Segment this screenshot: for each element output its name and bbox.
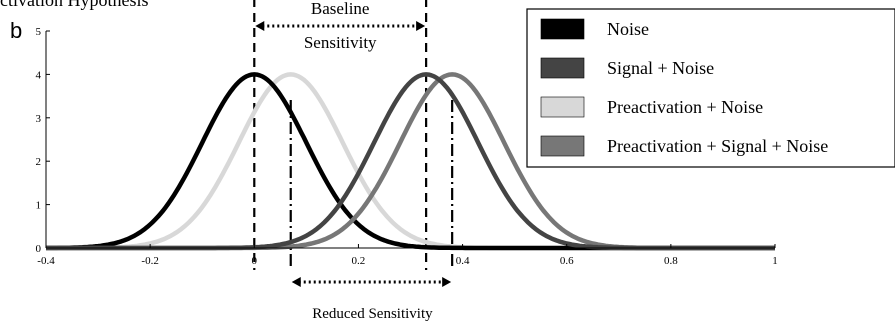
header-title-fragment: ctivation Hypothesis <box>0 0 148 10</box>
baseline-arrow-head-right <box>416 21 426 31</box>
baseline-arrow-head-left <box>255 21 265 31</box>
x-tick-label: 1 <box>772 255 778 267</box>
x-tick-label: -0.4 <box>37 255 55 267</box>
x-tick-label: 0.2 <box>352 255 366 267</box>
legend-swatch <box>540 96 585 118</box>
x-tick-label: -0.2 <box>141 255 158 267</box>
legend-label: Signal + Noise <box>607 58 714 78</box>
axes: -0.4 -0.2 0 0.2 0.4 0.6 0.8 1 0 1 2 3 4 5 <box>36 26 778 267</box>
legend-swatch <box>540 57 585 79</box>
x-tick-label: 0 <box>252 255 258 267</box>
y-tick-label: 3 <box>36 113 42 125</box>
y-tick-label: 2 <box>36 156 42 168</box>
panel-label: b <box>10 18 22 43</box>
x-tick-label: 0.4 <box>456 255 470 267</box>
legend-swatch <box>540 135 585 157</box>
y-tick-label: 4 <box>36 69 42 81</box>
reduced-arrow-head-left <box>291 277 301 287</box>
baseline-label-line2: Sensitivity <box>304 33 377 52</box>
y-tick-label: 0 <box>36 243 42 255</box>
legend: Noise Signal + Noise Preactivation + Noise… <box>526 8 895 168</box>
x-tick-label: 0.8 <box>664 255 678 267</box>
reduced-label: Reduced Sensitivity <box>312 306 433 322</box>
annotations: Baseline Sensitivity Reduced Sensitivity <box>255 0 452 322</box>
legend-label: Preactivation + Noise <box>607 97 763 117</box>
x-tick-label: 0.6 <box>560 255 574 267</box>
reduced-arrow-head-right <box>442 277 452 287</box>
y-tick-label: 5 <box>36 26 42 38</box>
legend-label: Preactivation + Signal + Noise <box>607 136 828 156</box>
legend-swatch <box>540 18 585 40</box>
legend-label: Noise <box>607 19 649 39</box>
legend-box <box>526 8 895 168</box>
baseline-label-line1: Baseline <box>311 0 370 18</box>
y-tick-label: 1 <box>36 200 42 212</box>
